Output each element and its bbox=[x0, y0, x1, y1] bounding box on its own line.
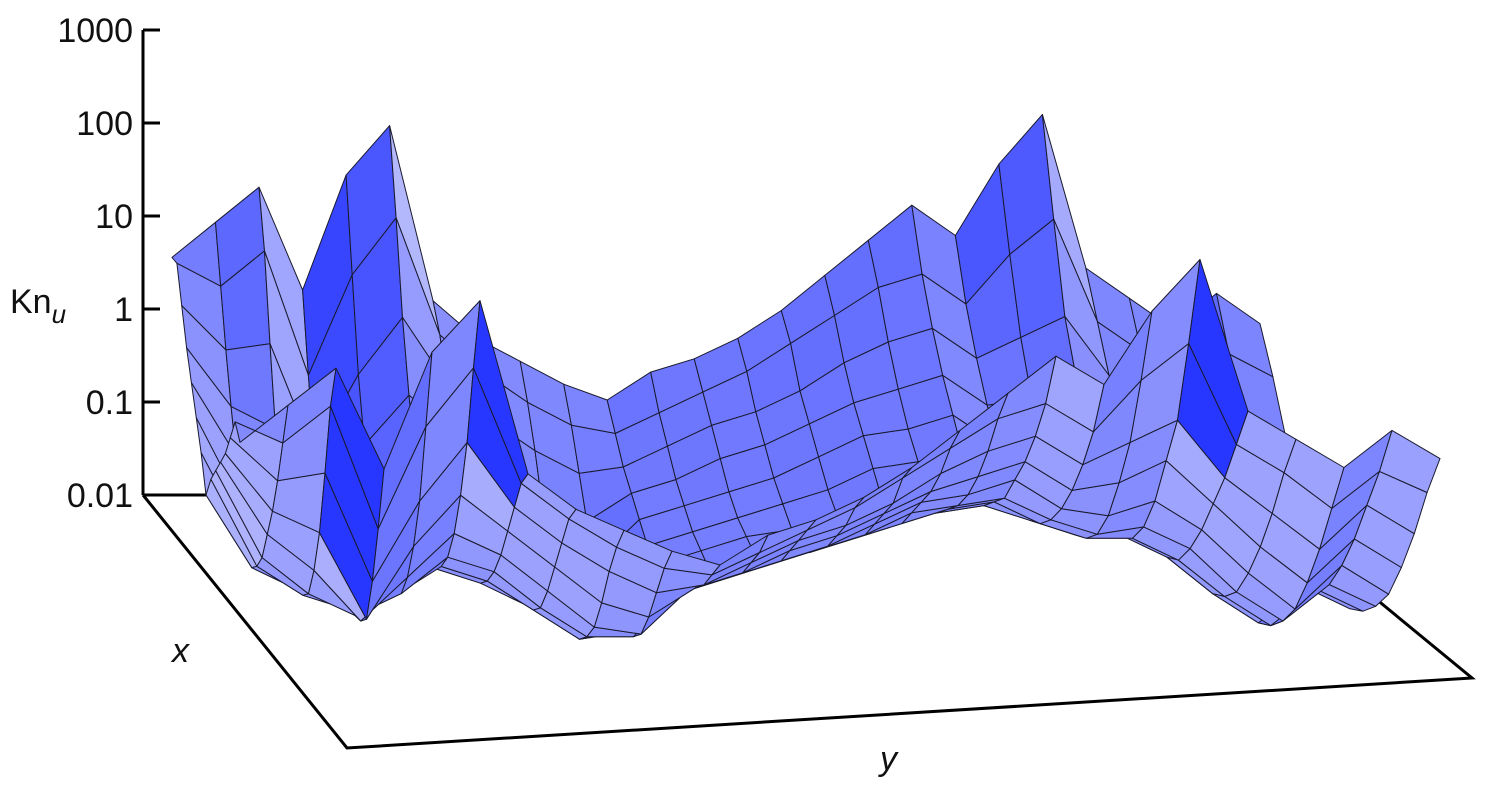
z-axis-label-subscript: u bbox=[52, 299, 66, 329]
z-tick-label: 0.01 bbox=[67, 477, 133, 515]
z-tick-label: 100 bbox=[76, 105, 133, 143]
surface-facet bbox=[1379, 429, 1441, 493]
y-axis-label: y bbox=[878, 740, 899, 778]
z-tick-label: 1000 bbox=[57, 12, 133, 50]
z-tick-label: 0.1 bbox=[86, 384, 133, 422]
z-tick-label: 10 bbox=[95, 198, 133, 236]
z-axis: 1000 100 10 1 0.1 0.01 bbox=[57, 12, 300, 515]
z-axis-label-main: Kn bbox=[10, 283, 52, 321]
z-tick-label: 1 bbox=[114, 291, 133, 329]
z-axis-label: Knu bbox=[10, 283, 66, 329]
x-axis-label: x bbox=[170, 632, 190, 670]
surface-mesh bbox=[171, 114, 1441, 640]
